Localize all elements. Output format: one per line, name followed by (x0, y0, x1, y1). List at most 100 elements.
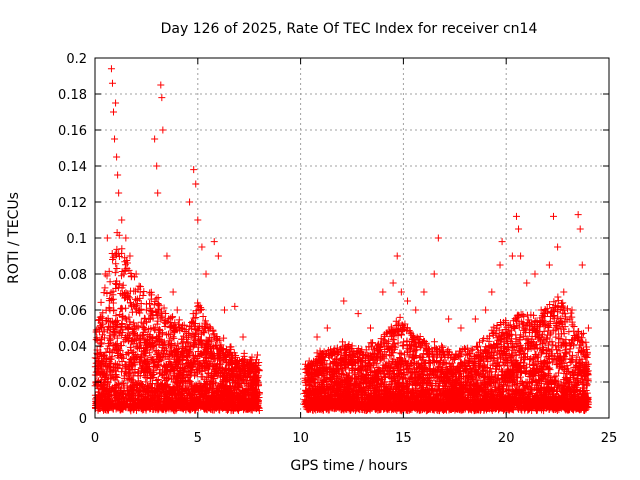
data-point (118, 272, 126, 280)
data-point (111, 269, 119, 277)
data-point (122, 304, 130, 312)
data-point (137, 405, 145, 413)
data-point (118, 284, 126, 292)
data-point (133, 295, 141, 303)
data-point (100, 289, 108, 297)
data-point (98, 402, 106, 410)
data-point (134, 382, 142, 390)
data-point (132, 322, 140, 330)
data-point (126, 294, 134, 302)
data-point (106, 335, 114, 343)
data-point (95, 316, 103, 324)
data-point (130, 287, 138, 295)
data-point (109, 291, 117, 299)
data-point (134, 377, 142, 385)
data-point (95, 400, 103, 408)
data-point (104, 379, 112, 387)
data-point (151, 347, 159, 355)
data-point (134, 352, 142, 360)
data-point (95, 364, 103, 372)
data-point (136, 334, 144, 342)
data-point (113, 340, 121, 348)
data-point (102, 361, 110, 369)
data-point (118, 379, 126, 387)
data-point (118, 357, 126, 365)
data-point (119, 393, 127, 401)
data-point (206, 323, 214, 331)
chart-title: Day 126 of 2025, Rate Of TEC Index for r… (161, 21, 538, 37)
data-point (104, 314, 112, 322)
data-point (140, 372, 148, 380)
data-points (91, 65, 592, 415)
data-point (138, 367, 146, 375)
data-point (122, 351, 130, 359)
data-point (135, 282, 143, 290)
data-point (101, 284, 109, 292)
data-point (119, 392, 127, 400)
data-point (396, 313, 404, 321)
data-point (112, 260, 120, 268)
data-point (128, 376, 136, 384)
data-point (136, 306, 144, 314)
data-point (116, 280, 124, 288)
data-point (126, 299, 134, 307)
data-point (95, 357, 103, 365)
data-point (115, 231, 123, 239)
data-point (146, 289, 154, 297)
data-point (126, 365, 134, 373)
data-point (118, 320, 126, 328)
data-point (122, 362, 130, 370)
data-point (117, 305, 125, 313)
data-point (113, 316, 121, 324)
data-point (106, 332, 114, 340)
data-point (124, 374, 132, 382)
data-point (127, 382, 135, 390)
data-point (123, 290, 131, 298)
data-point (126, 396, 134, 404)
data-point (106, 295, 114, 303)
data-point (126, 343, 134, 351)
data-point (105, 363, 113, 371)
data-point (128, 390, 136, 398)
data-point (127, 360, 135, 368)
data-point (122, 261, 130, 269)
data-point (110, 306, 118, 314)
data-point (115, 354, 123, 362)
data-point (122, 289, 130, 297)
data-point (114, 396, 122, 404)
data-point (106, 278, 114, 286)
data-point (397, 350, 405, 358)
data-point (92, 336, 100, 344)
data-point (98, 320, 106, 328)
data-point (100, 328, 108, 336)
data-point (112, 390, 120, 398)
data-point (103, 396, 111, 404)
data-point (136, 341, 144, 349)
data-point (107, 324, 115, 332)
data-point (113, 324, 121, 332)
data-point (126, 369, 134, 377)
data-point (132, 336, 140, 344)
data-point (123, 323, 131, 331)
data-point (96, 395, 104, 403)
data-point (137, 353, 145, 361)
data-point (105, 267, 113, 275)
data-point (119, 313, 127, 321)
data-point (130, 273, 138, 281)
data-point (138, 354, 146, 362)
data-point (134, 368, 142, 376)
data-point (134, 399, 142, 407)
data-point (125, 394, 133, 402)
data-point (138, 381, 146, 389)
data-point (92, 328, 100, 336)
data-point (118, 249, 126, 257)
data-point (116, 347, 124, 355)
data-point (112, 371, 120, 379)
data-point (125, 266, 133, 274)
data-point (105, 318, 113, 326)
data-point (142, 378, 150, 386)
data-point (139, 348, 147, 356)
data-point (122, 316, 130, 324)
data-point (97, 298, 105, 306)
